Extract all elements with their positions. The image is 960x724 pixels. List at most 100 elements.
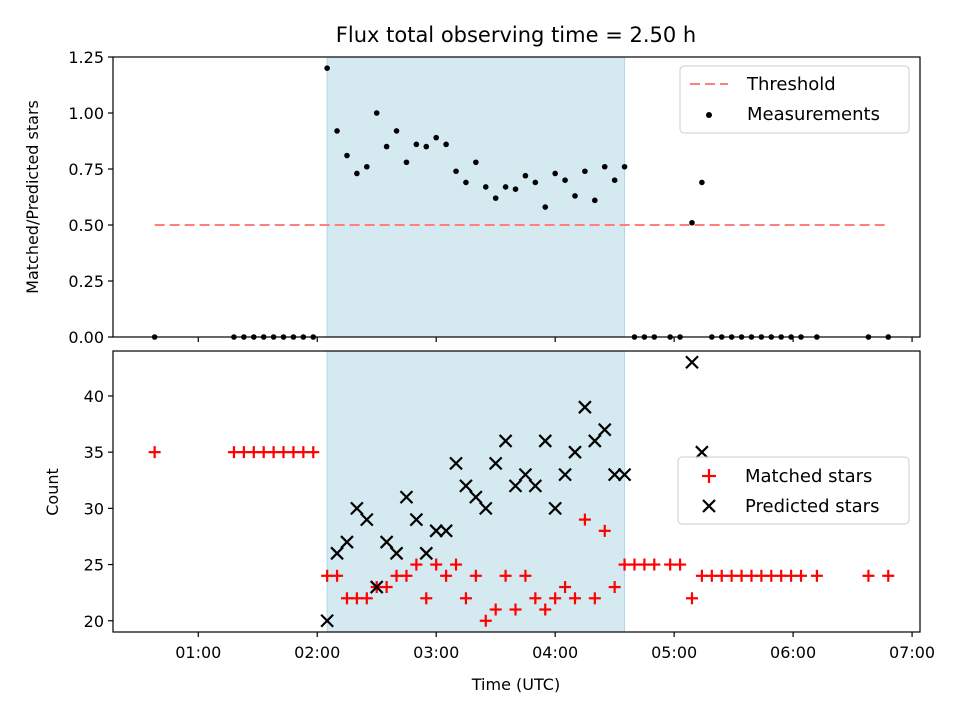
bottom-ytick-label: 35 bbox=[84, 443, 104, 462]
bottom-legend: Matched stars Predicted stars bbox=[677, 456, 910, 525]
predicted-star-point bbox=[617, 467, 632, 482]
matched-star-point bbox=[674, 558, 687, 571]
xtick-label: 03:00 bbox=[413, 643, 459, 662]
chart-title: Flux total observing time = 2.50 h bbox=[336, 23, 696, 47]
xtick-label: 01:00 bbox=[175, 643, 221, 662]
matched-star-point bbox=[450, 558, 463, 571]
measurement-point bbox=[354, 170, 360, 177]
legend-predicted-swatch bbox=[702, 499, 716, 513]
legend-matched-label: Matched stars bbox=[745, 466, 872, 487]
predicted-star-point bbox=[320, 613, 334, 628]
bottom-ytick-label: 30 bbox=[84, 499, 104, 518]
matched-star-point bbox=[380, 581, 393, 594]
measurement-point bbox=[689, 219, 695, 226]
measurement-point bbox=[363, 163, 370, 170]
predicted-star-point bbox=[379, 535, 394, 549]
matched-star-point bbox=[331, 569, 344, 582]
measurement-point bbox=[482, 184, 489, 190]
measurement-point bbox=[413, 141, 420, 148]
matched-star-point bbox=[509, 603, 522, 616]
predicted-star-point bbox=[459, 479, 473, 493]
top-ytick-label: 0.50 bbox=[68, 216, 104, 235]
matched-star-point bbox=[559, 581, 572, 594]
predicted-star-point bbox=[498, 434, 513, 448]
top-highlight-span bbox=[326, 56, 626, 338]
bottom-panel: 20 25 30 35 40 01:00 02:00 03:00 04:00 05:00 06:0… bbox=[43, 350, 935, 694]
measurement-point bbox=[453, 168, 459, 175]
predicted-star-point bbox=[695, 445, 709, 459]
matched-star-point bbox=[410, 558, 423, 571]
matched-star-point bbox=[479, 614, 492, 627]
measurement-point bbox=[512, 186, 519, 192]
measurement-point bbox=[601, 163, 608, 170]
matched-star-point bbox=[598, 524, 611, 537]
top-ytick-label: 0.00 bbox=[68, 328, 104, 347]
top-ytick-label: 1.00 bbox=[68, 104, 104, 123]
measurement-point bbox=[542, 204, 549, 210]
predicted-star-point bbox=[350, 501, 364, 516]
top-axes-frame bbox=[112, 56, 921, 338]
top-y-axis-label: Matched/Predicted stars bbox=[23, 100, 42, 294]
bottom-y-axis-label: Count bbox=[43, 468, 62, 516]
predicted-star-point bbox=[429, 524, 443, 538]
predicted-star-point bbox=[449, 456, 463, 471]
matched-star-point bbox=[862, 569, 875, 582]
measurement-point bbox=[324, 65, 330, 71]
measurement-point bbox=[621, 163, 628, 170]
xtick-label: 06:00 bbox=[770, 643, 816, 662]
measurement-point bbox=[562, 177, 568, 183]
bottom-ytick-label: 20 bbox=[84, 612, 104, 631]
measurement-point bbox=[611, 177, 618, 183]
measurement-point bbox=[463, 179, 469, 186]
predicted-star-point bbox=[360, 512, 374, 527]
top-ytick-label: 0.75 bbox=[68, 160, 104, 179]
measurement-point bbox=[522, 172, 529, 179]
matched-star-point bbox=[459, 592, 472, 605]
bottom-axes-frame bbox=[112, 350, 921, 633]
bottom-ytick-label: 25 bbox=[84, 556, 104, 575]
predicted-star-point bbox=[330, 546, 344, 561]
predicted-star-point bbox=[538, 434, 553, 448]
measurement-point bbox=[344, 152, 350, 159]
top-ytick-label: 1.25 bbox=[68, 48, 104, 67]
predicted-star-point bbox=[369, 580, 384, 594]
matched-star-point bbox=[685, 592, 698, 605]
matched-star-point bbox=[519, 569, 532, 582]
matched-star-point bbox=[469, 569, 482, 582]
predicted-star-point bbox=[488, 456, 503, 471]
measurement-point bbox=[502, 184, 509, 190]
predicted-star-point bbox=[508, 479, 523, 493]
legend-matched-swatch bbox=[702, 469, 716, 483]
matched-star-point bbox=[648, 558, 661, 571]
predicted-star-point bbox=[528, 479, 543, 493]
x-axis-label: Time (UTC) bbox=[471, 675, 560, 694]
predicted-star-point bbox=[588, 434, 602, 448]
legend-measurements-swatch bbox=[706, 112, 712, 118]
matched-star-point bbox=[795, 569, 808, 582]
xtick-label: 04:00 bbox=[532, 643, 578, 662]
predicted-star-point bbox=[597, 422, 612, 437]
matched-star-point bbox=[400, 569, 413, 582]
predicted-star-point bbox=[419, 546, 434, 561]
predicted-star-point bbox=[469, 490, 483, 504]
predicted-star-point bbox=[548, 501, 562, 516]
matched-star-point bbox=[440, 569, 453, 582]
matched-star-point bbox=[307, 446, 320, 459]
matched-star-point bbox=[568, 592, 581, 605]
matched-star-point bbox=[810, 569, 823, 582]
xtick-label: 02:00 bbox=[294, 643, 340, 662]
matched-star-point bbox=[489, 603, 502, 616]
bottom-highlight-span bbox=[326, 350, 626, 633]
predicted-star-point bbox=[568, 445, 582, 459]
predicted-star-point bbox=[685, 355, 699, 370]
predicted-star-point bbox=[340, 535, 354, 549]
predicted-star-point bbox=[389, 546, 404, 561]
matched-star-point bbox=[430, 558, 443, 571]
xtick-label: 05:00 bbox=[651, 643, 697, 662]
matched-star-point bbox=[539, 603, 552, 616]
predicted-star-point bbox=[478, 501, 493, 516]
measurement-point bbox=[552, 170, 558, 177]
top-ytick-label: 0.25 bbox=[68, 272, 104, 291]
predicted-star-point bbox=[518, 467, 533, 482]
